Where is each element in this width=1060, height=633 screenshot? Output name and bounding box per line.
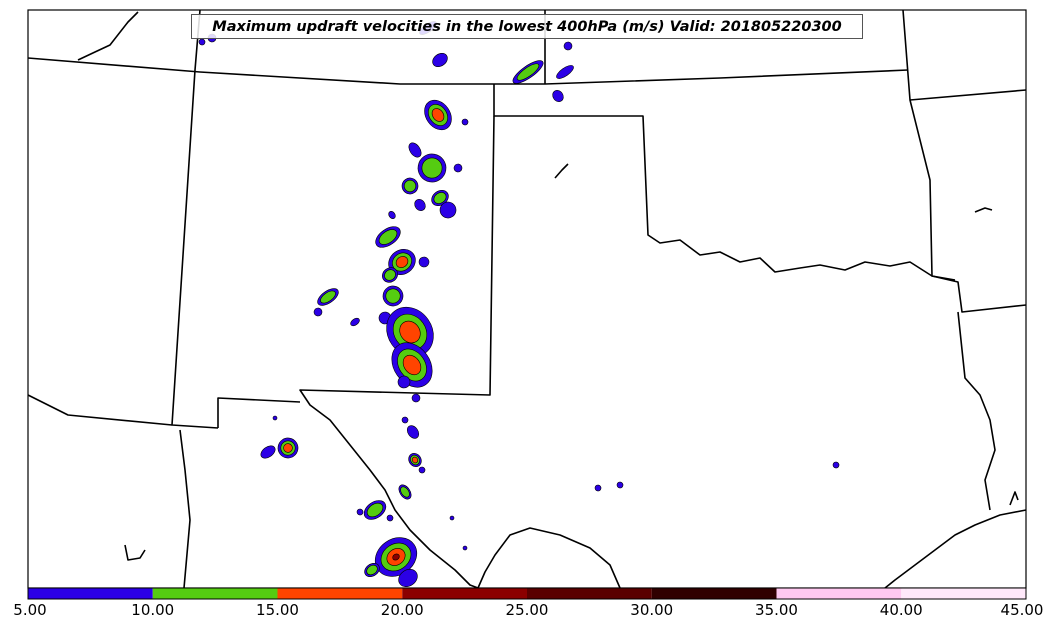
coast-inlet bbox=[1009, 491, 1019, 506]
storm-cell-contour bbox=[366, 564, 378, 576]
colorbar-tick-label: 30.00 bbox=[630, 601, 674, 619]
boundary-california bbox=[27, 394, 173, 426]
colorbar-tick-label: 5.00 bbox=[13, 601, 47, 619]
boundary-red-river bbox=[493, 84, 956, 281]
storm-cell-contour bbox=[398, 568, 418, 588]
state-boundaries bbox=[27, 9, 1027, 589]
lake-arkansas bbox=[974, 207, 993, 213]
storm-cell-contour bbox=[461, 118, 469, 126]
storm-cell-contour bbox=[462, 545, 468, 551]
map-title: Maximum updraft velocities in the lowest… bbox=[191, 14, 863, 39]
shoreline-northwest bbox=[77, 11, 139, 61]
storm-cell-contour bbox=[400, 486, 410, 498]
storm-cell-contour bbox=[395, 256, 409, 268]
storm-cell-contour bbox=[406, 425, 420, 439]
storm-cell-contour bbox=[366, 502, 384, 518]
storm-cell-contour bbox=[392, 553, 400, 561]
storm-cell-contour bbox=[421, 157, 443, 179]
storm-cell-contour bbox=[402, 354, 422, 376]
map-frame bbox=[27, 9, 1027, 589]
storm-cell-contour bbox=[408, 142, 422, 158]
storm-cell-contour bbox=[616, 481, 624, 489]
storm-cell-contour bbox=[320, 290, 336, 304]
boundary-newmexico-south bbox=[217, 397, 301, 428]
storm-cell-contour bbox=[432, 52, 448, 68]
boundary-louisiana bbox=[957, 311, 996, 511]
storm-cell-contour bbox=[260, 445, 276, 459]
storm-cell-contour bbox=[411, 456, 419, 464]
storm-cell-contour bbox=[198, 38, 206, 46]
boundary-rio-grande bbox=[299, 115, 495, 589]
boundary-arkansas bbox=[909, 99, 1027, 313]
storm-cell-contour bbox=[453, 163, 463, 173]
boundary-arizona-newmexico bbox=[171, 9, 219, 429]
colorbar-tick-label: 10.00 bbox=[131, 601, 175, 619]
storm-cell-contour bbox=[439, 201, 457, 219]
storm-cell-contour bbox=[283, 443, 293, 453]
colorbar-tick-label: 25.00 bbox=[505, 601, 549, 619]
storm-cells bbox=[198, 21, 840, 588]
storm-cell-contour bbox=[385, 288, 401, 304]
storm-cell-contour bbox=[449, 515, 455, 521]
storm-cell-contour bbox=[356, 508, 364, 516]
storm-cell-contour bbox=[433, 192, 447, 204]
storm-cell-contour bbox=[386, 514, 394, 522]
storm-cell-contour bbox=[403, 179, 417, 193]
lake-oklahoma bbox=[554, 163, 569, 179]
storm-cell-contour bbox=[418, 466, 426, 474]
storm-cell-contour bbox=[414, 199, 426, 211]
boundary-north bbox=[27, 57, 909, 85]
boundary-mexico bbox=[477, 527, 621, 589]
colorbar-tick-label: 15.00 bbox=[256, 601, 299, 619]
storm-cell-contour bbox=[431, 108, 445, 122]
colorbar-tick-label: 40.00 bbox=[879, 601, 923, 619]
storm-cell-contour bbox=[350, 317, 360, 327]
storm-cell-contour bbox=[411, 393, 421, 403]
storm-cell-contour bbox=[552, 90, 564, 102]
storm-cell-contour bbox=[397, 375, 411, 389]
storm-cell-contour bbox=[418, 256, 430, 268]
coastline-gulf bbox=[884, 509, 1027, 589]
storm-cell-contour bbox=[556, 65, 574, 79]
storm-cell-contour bbox=[399, 320, 421, 344]
storm-cell-contour bbox=[594, 484, 602, 492]
storm-cell-contour bbox=[313, 307, 323, 317]
storm-cell-contour bbox=[272, 415, 278, 421]
colorbar-tick-label: 20.00 bbox=[380, 601, 424, 619]
storm-cell-contour bbox=[384, 269, 396, 281]
shoreline-southwest bbox=[124, 544, 146, 561]
storm-cell-contour bbox=[401, 416, 409, 424]
colorbar-tick-label: 45.00 bbox=[1000, 601, 1044, 619]
boundary-arizona-south bbox=[179, 429, 191, 589]
storm-cell-contour bbox=[516, 63, 540, 81]
storm-cell-contour bbox=[388, 210, 396, 220]
colorbar-tick-label: 35.00 bbox=[755, 601, 798, 619]
storm-cell-contour bbox=[832, 461, 840, 469]
storm-cell-contour bbox=[563, 41, 573, 51]
storm-cell-contour bbox=[378, 229, 398, 245]
